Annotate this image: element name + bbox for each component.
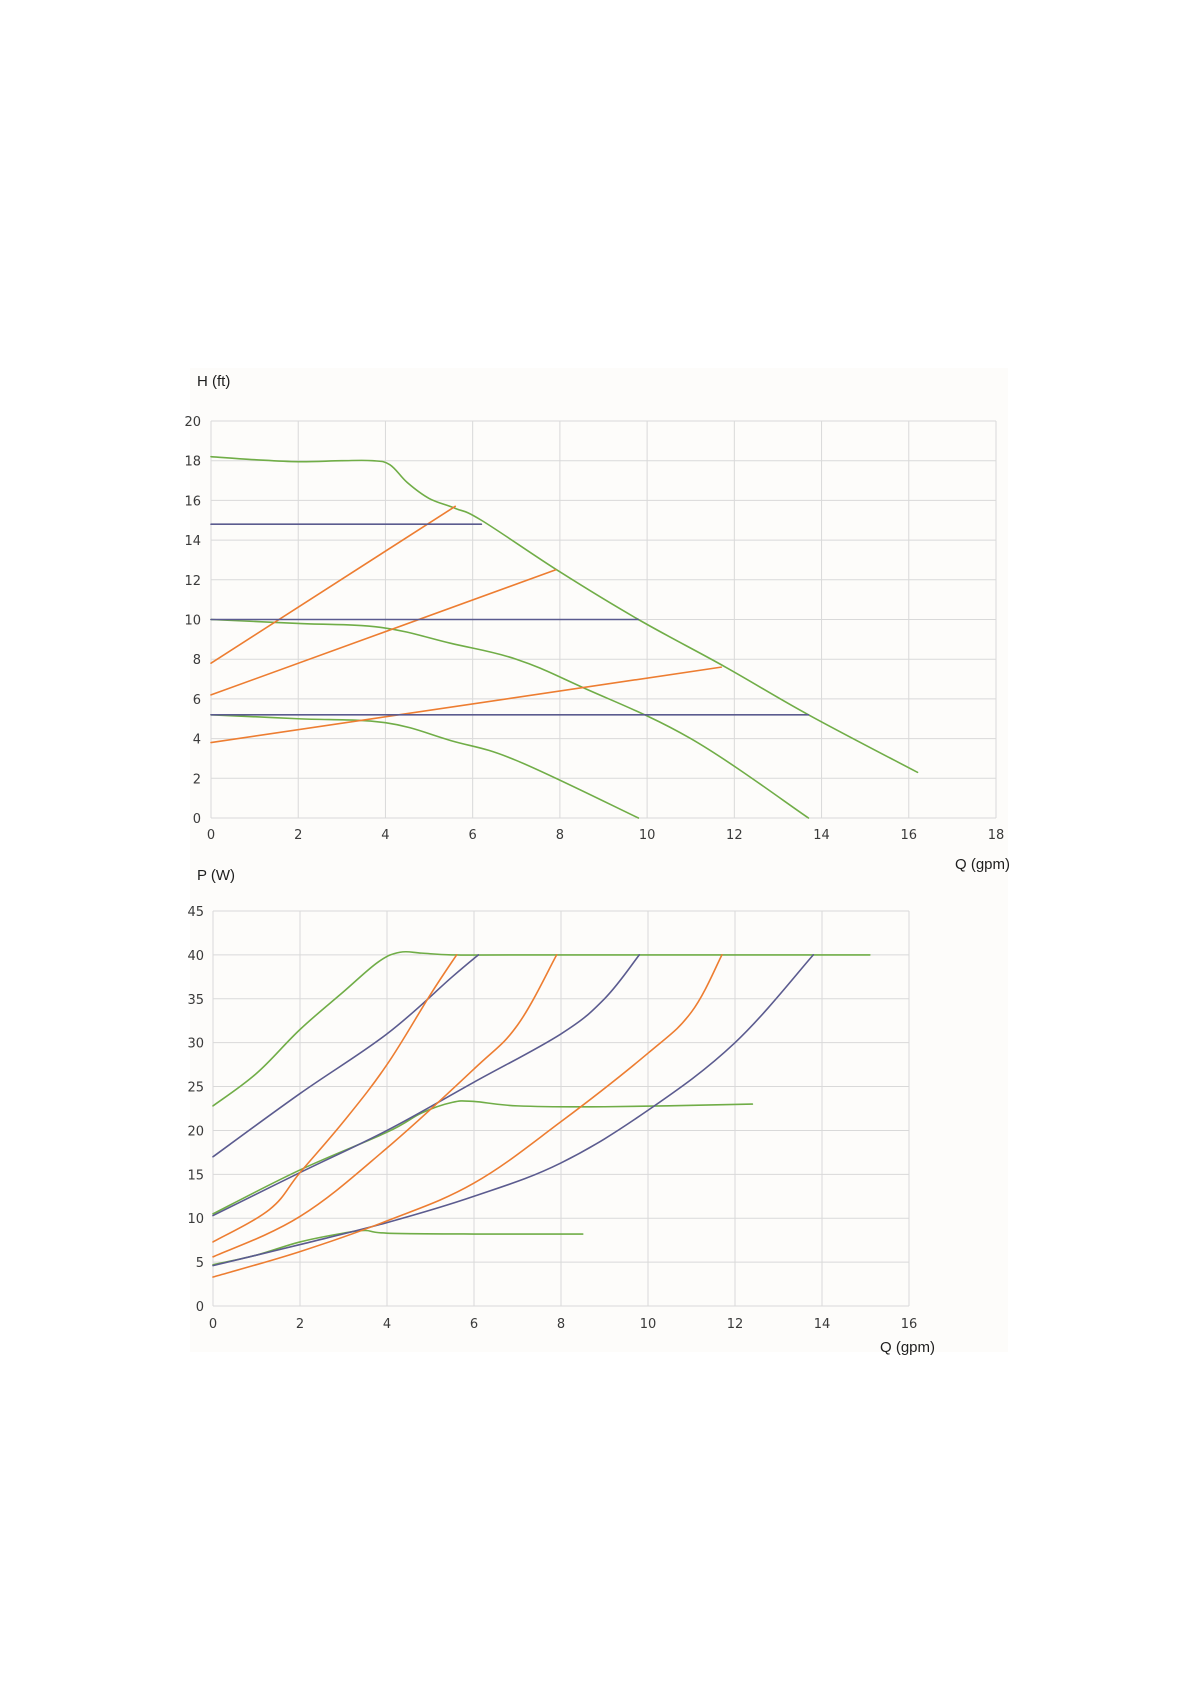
- power-y-tick-label: 45: [187, 905, 204, 920]
- head-y-tick-label: 20: [184, 415, 201, 430]
- head-y-tick-label: 4: [193, 733, 201, 748]
- power-x-tick-label: 0: [209, 1317, 217, 1332]
- power-series-orange-line: [212, 954, 558, 1258]
- head-x-tick-label: 18: [988, 828, 1005, 843]
- head-chart-curves: [210, 455, 919, 819]
- power-x-tick-label: 12: [727, 1317, 744, 1332]
- head-x-tick-label: 2: [294, 828, 302, 843]
- power-y-tick-label: 40: [187, 949, 204, 964]
- head-series-green-line: [210, 618, 810, 819]
- head-y-tick-label: 2: [193, 772, 201, 787]
- head-y-tick-label: 0: [193, 812, 201, 827]
- power-series-green-line: [212, 1100, 754, 1215]
- power-y-tick-label: 35: [187, 993, 204, 1008]
- head-series-orange-line: [210, 505, 457, 664]
- head-series-orange-line: [210, 569, 557, 696]
- power-y-tick-label: 10: [187, 1212, 204, 1227]
- head-series-orange-line: [210, 666, 723, 744]
- power-y-tick-label: 0: [196, 1300, 204, 1315]
- head-chart-ticks: 0 2 4 6 8 10 12 14 16 18 0 2 4 6 8 10 12 14 16 18 20: [184, 415, 1004, 843]
- head-y-tick-label: 6: [193, 693, 201, 708]
- power-x-tick-label: 8: [557, 1317, 565, 1332]
- power-x-tick-label: 16: [901, 1317, 918, 1332]
- head-chart-grid: [210, 420, 997, 819]
- power-y-tick-label: 25: [187, 1081, 204, 1096]
- power-x-tick-label: 6: [470, 1317, 478, 1332]
- power-y-tick-label: 20: [187, 1124, 204, 1139]
- head-y-tick-label: 12: [184, 574, 201, 589]
- head-x-tick-label: 16: [901, 828, 918, 843]
- power-y-tick-label: 30: [187, 1037, 204, 1052]
- head-x-tick-label: 4: [381, 828, 389, 843]
- head-x-tick-label: 14: [813, 828, 830, 843]
- power-series-purple-line: [212, 954, 480, 1158]
- power-x-tick-label: 10: [640, 1317, 657, 1332]
- head-x-tick-label: 8: [556, 828, 564, 843]
- power-curve-chart: 0 2 4 6 8 10 12 14 16 0 5 10 15 20 25 30 35 40 45 P (W) Q …: [187, 867, 935, 1356]
- head-y-tick-label: 8: [193, 653, 201, 668]
- head-series-green-line: [210, 455, 919, 774]
- head-y-tick-label: 16: [184, 494, 201, 509]
- head-series-green-line: [210, 713, 640, 819]
- power-x-axis-label: Q (gpm): [880, 1339, 935, 1356]
- power-x-tick-label: 4: [383, 1317, 391, 1332]
- head-y-tick-label: 10: [184, 614, 201, 629]
- head-y-tick-label: 18: [184, 455, 201, 470]
- power-series-purple-line: [212, 954, 815, 1267]
- power-series-orange-line: [212, 954, 458, 1243]
- power-chart-ticks: 0 2 4 6 8 10 12 14 16 0 5 10 15 20 25 30 35 40 45: [187, 905, 917, 1332]
- power-x-tick-label: 14: [814, 1317, 831, 1332]
- head-x-axis-label: Q (gpm): [955, 856, 1010, 873]
- head-y-axis-label: H (ft): [197, 373, 230, 390]
- power-chart-curves: [212, 950, 871, 1278]
- power-y-tick-label: 5: [196, 1256, 204, 1271]
- head-x-tick-label: 6: [469, 828, 477, 843]
- power-y-axis-label: P (W): [197, 867, 235, 884]
- power-y-tick-label: 15: [187, 1168, 204, 1183]
- head-y-tick-label: 14: [184, 534, 201, 549]
- figure-panel-background: [190, 368, 1008, 1352]
- head-x-tick-label: 10: [639, 828, 656, 843]
- head-x-tick-label: 12: [726, 828, 743, 843]
- power-series-orange-line: [212, 954, 723, 1278]
- head-x-tick-label: 0: [207, 828, 215, 843]
- power-x-tick-label: 2: [296, 1317, 304, 1332]
